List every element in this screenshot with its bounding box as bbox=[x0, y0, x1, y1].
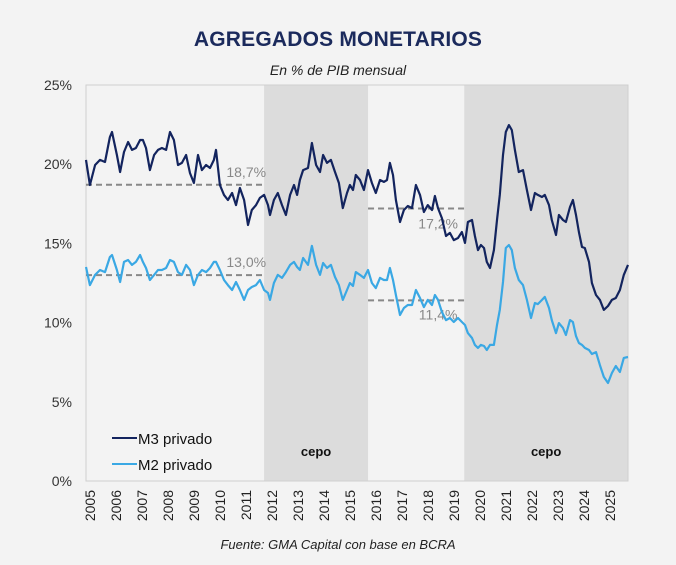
x-tick-label: 2011 bbox=[238, 490, 254, 520]
chart-subtitle: En % de PIB mensual bbox=[269, 62, 407, 78]
x-tick-label: 2014 bbox=[316, 490, 332, 521]
x-tick-label: 2012 bbox=[264, 490, 280, 521]
reference-label-3: 17,2% bbox=[418, 216, 458, 232]
x-tick-label: 2023 bbox=[550, 490, 566, 521]
x-tick-label: 2025 bbox=[602, 490, 618, 521]
x-tick-label: 2020 bbox=[472, 490, 488, 521]
cepo-label-2: cepo bbox=[531, 444, 561, 459]
cepo-label-1: cepo bbox=[301, 444, 331, 459]
y-tick-label: 15% bbox=[44, 235, 72, 251]
plot-frame bbox=[85, 84, 629, 482]
legend-label-m3: M3 privado bbox=[138, 431, 212, 448]
legend-label-m2: M2 privado bbox=[138, 457, 212, 474]
y-tick-label: 0% bbox=[52, 473, 72, 489]
series-line-m2 bbox=[84, 243, 629, 385]
x-tick-label: 2018 bbox=[420, 490, 436, 521]
cepo-shade-1 bbox=[264, 85, 369, 481]
x-tick-label: 2016 bbox=[368, 490, 384, 521]
cepo-shade-2 bbox=[464, 85, 628, 481]
x-tick-label: 2022 bbox=[524, 490, 540, 521]
x-tick-label: 2021 bbox=[498, 490, 514, 521]
y-tick-label: 5% bbox=[52, 394, 72, 410]
x-tick-label: 2005 bbox=[82, 490, 98, 521]
y-tick-label: 10% bbox=[44, 315, 72, 331]
x-tick-label: 2010 bbox=[212, 490, 228, 521]
y-tick-label: 20% bbox=[44, 156, 72, 172]
x-tick-label: 2009 bbox=[186, 490, 202, 521]
reference-label-2: 13,0% bbox=[226, 254, 266, 270]
x-tick-label: 2008 bbox=[160, 490, 176, 521]
x-tick-label: 2006 bbox=[108, 490, 124, 521]
reference-label-1: 18,7% bbox=[226, 164, 266, 180]
x-tick-label: 2017 bbox=[394, 490, 410, 521]
x-tick-label: 2019 bbox=[446, 490, 462, 521]
chart-title: AGREGADOS MONETARIOS bbox=[193, 28, 483, 51]
x-tick-label: 2024 bbox=[576, 490, 592, 521]
x-tick-label: 2013 bbox=[290, 490, 306, 521]
y-tick-label: 25% bbox=[44, 77, 72, 93]
x-tick-label: 2015 bbox=[342, 490, 358, 521]
series-line-m3 bbox=[84, 123, 630, 311]
chart-source: Fuente: GMA Capital con base en BCRA bbox=[220, 537, 456, 552]
legend: M3 privado M2 privado bbox=[112, 431, 212, 474]
x-tick-label: 2007 bbox=[134, 490, 150, 521]
